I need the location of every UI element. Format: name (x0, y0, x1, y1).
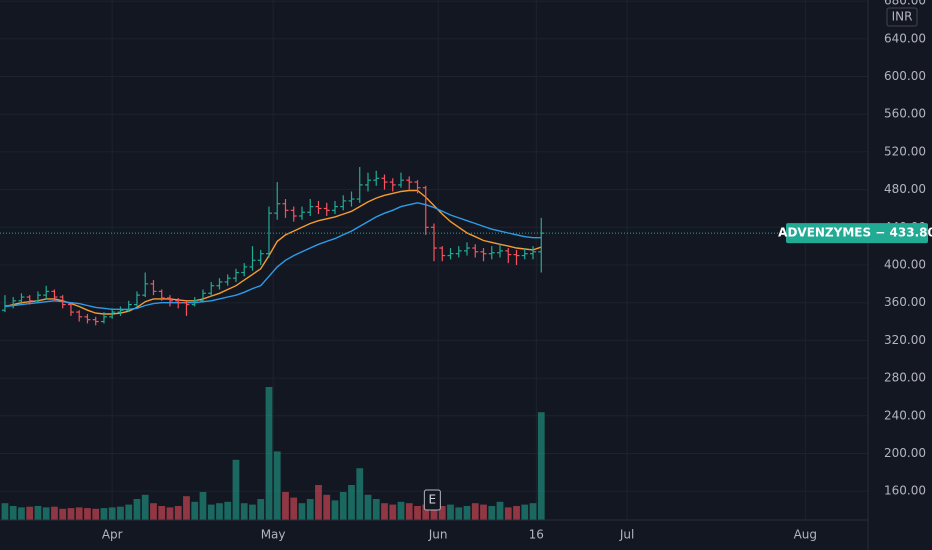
volume-bar (422, 504, 430, 520)
volume-bar (150, 503, 157, 520)
volume-bar (141, 494, 149, 520)
volume-bar (488, 506, 496, 520)
volume-bar (273, 451, 281, 520)
volume-bar (9, 506, 17, 520)
volume-bar (1, 503, 9, 520)
volume-bar (348, 485, 355, 520)
y-tick-label: 600.00 (884, 69, 926, 83)
volume-bar (75, 507, 83, 520)
volume-bar (372, 499, 380, 520)
volume-bar (26, 506, 34, 520)
volume-bar (405, 503, 413, 520)
y-tick-label: 400.00 (884, 257, 926, 271)
volume-bar (34, 506, 42, 520)
volume-bar (513, 506, 520, 520)
volume-bar (207, 504, 215, 520)
volume-bar (397, 501, 405, 520)
volume-bar (100, 508, 108, 520)
price-label: ADVENZYMES − 433.80 (778, 226, 932, 240)
volume-bar (183, 496, 190, 520)
x-tick-label: May (261, 528, 286, 542)
y-tick-label: 640.00 (884, 31, 926, 45)
volume-bar (216, 503, 223, 520)
price-pane (0, 166, 868, 326)
volume-bar (455, 507, 463, 520)
volume-bar (265, 387, 273, 520)
volume-bar (521, 504, 529, 520)
volume-bar (133, 499, 141, 520)
x-tick-label: Apr (102, 528, 123, 542)
y-tick-label: 320.00 (884, 333, 926, 347)
y-tick-label: 560.00 (884, 107, 926, 121)
volume-bar (51, 506, 58, 520)
volume-bar (249, 504, 256, 520)
volume-bar (496, 501, 504, 520)
volume-bar (306, 499, 314, 520)
currency-label: INR (892, 10, 913, 24)
currency-box (886, 7, 918, 27)
volume-bar (463, 506, 471, 520)
volume-bar (92, 508, 100, 520)
volume-bar (381, 503, 388, 520)
volume-bar (166, 507, 174, 520)
volume-bar (240, 503, 248, 520)
volume-bar (323, 494, 331, 520)
y-tick-label: 280.00 (884, 371, 926, 385)
volume-bar (191, 501, 199, 520)
x-tick-label: Jul (619, 528, 634, 542)
volume-bar (174, 506, 182, 520)
volume-bar (438, 506, 446, 520)
volume-bar (529, 503, 537, 520)
volume-pane (1, 387, 545, 520)
x-tick-label: Jun (428, 528, 448, 542)
volume-bar (125, 504, 133, 520)
y-tick-label: 240.00 (884, 408, 926, 422)
volume-bar (290, 497, 298, 520)
volume-bar (199, 492, 207, 520)
x-tick-label: 16 (529, 528, 544, 542)
volume-bar (18, 507, 25, 520)
volume-bar (447, 504, 454, 520)
y-tick-label: 480.00 (884, 182, 926, 196)
volume-bar (282, 492, 289, 520)
moving-average (4, 202, 542, 310)
volume-bar (108, 507, 116, 520)
volume-bar (232, 459, 240, 520)
moving-average (4, 189, 542, 315)
y-tick-label: 200.00 (884, 446, 926, 460)
volume-bar (331, 500, 339, 520)
volume-bar (430, 507, 438, 520)
volume-bar (59, 508, 67, 520)
volume-bar (537, 412, 545, 520)
volume-bar (339, 492, 347, 520)
y-tick-label: 360.00 (884, 295, 926, 309)
earnings-label: E (429, 493, 437, 507)
volume-bar (67, 508, 75, 520)
volume-bar (356, 468, 364, 520)
y-tick-label: 520.00 (884, 144, 926, 158)
y-tick-label: 160.00 (884, 484, 926, 498)
volume-bar (471, 503, 479, 520)
volume-bar (414, 506, 421, 520)
volume-bar (117, 506, 124, 520)
volume-bar (364, 494, 372, 520)
volume-bar (389, 504, 397, 520)
volume-bar (298, 503, 306, 520)
volume-bar (42, 507, 50, 520)
volume-bar (504, 507, 512, 520)
earnings-box (423, 489, 441, 511)
volume-bar (224, 501, 232, 520)
volume-bar (257, 499, 265, 520)
volume-bar (315, 485, 322, 520)
volume-bar (158, 506, 166, 520)
x-tick-label: Aug (794, 528, 817, 542)
price-label-box (786, 223, 928, 244)
volume-bar (84, 508, 91, 520)
y-tick-label: 680.00 (884, 0, 926, 8)
volume-bar (480, 504, 487, 520)
